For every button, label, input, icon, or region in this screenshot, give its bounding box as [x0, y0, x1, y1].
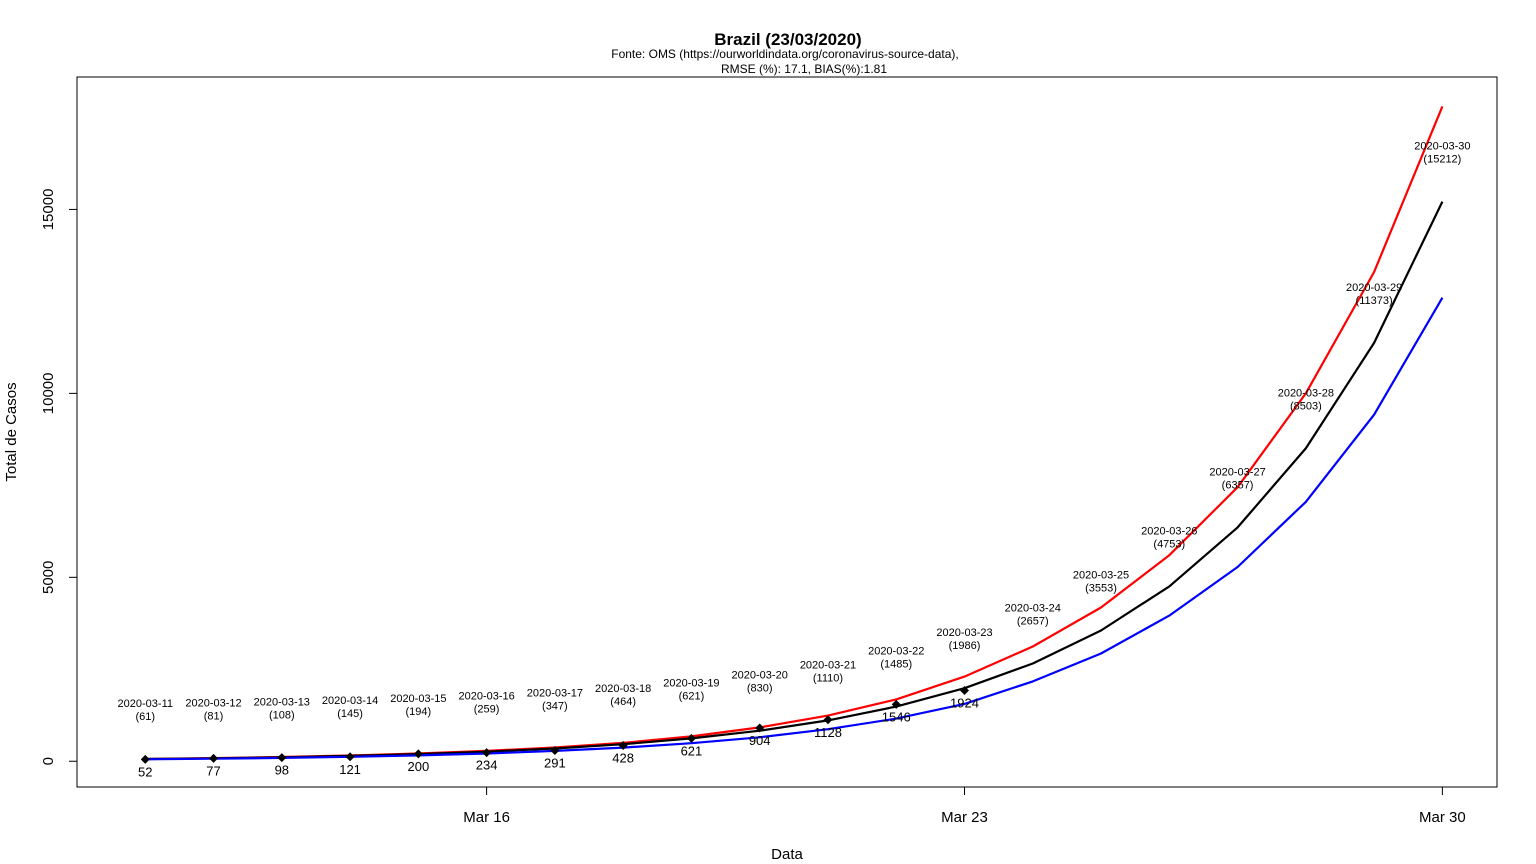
annotation-date: 2020-03-14 — [322, 695, 378, 707]
y-tick-label: 10000 — [40, 373, 57, 415]
annotation-value: (2657) — [1017, 616, 1049, 628]
observed-label: 1924 — [950, 695, 979, 710]
annotation-value: (464) — [610, 696, 636, 708]
series-layer — [145, 106, 1442, 759]
annotation-value: (15212) — [1423, 154, 1461, 166]
annotation-date: 2020-03-23 — [936, 627, 992, 639]
x-axis: Mar 16 Mar 23 Mar 30 — [463, 787, 1465, 826]
observed-point — [482, 748, 491, 757]
annotation-value: (8503) — [1290, 400, 1322, 412]
annotation-value: (3553) — [1085, 583, 1117, 595]
x-tick-label: Mar 16 — [463, 809, 510, 826]
observed-point — [277, 753, 286, 762]
observed-label: 904 — [749, 733, 771, 748]
annotation-value: (4753) — [1153, 538, 1185, 550]
observed-point — [346, 752, 355, 761]
annotation-value: (11373) — [1356, 295, 1393, 307]
annotation-value: (621) — [679, 690, 705, 702]
annotation-date: 2020-03-29 — [1346, 282, 1402, 294]
annotation-value: (830) — [747, 683, 773, 695]
x-axis-label: Data — [771, 846, 803, 863]
observed-label: 428 — [612, 751, 634, 766]
annotation-date: 2020-03-26 — [1141, 525, 1197, 537]
annotation-date: 2020-03-27 — [1209, 466, 1265, 478]
annotation-value: (194) — [406, 706, 432, 718]
annotation-date: 2020-03-13 — [254, 696, 310, 708]
y-axis-label: Total de Casos — [3, 382, 20, 481]
observed-label: 1128 — [814, 725, 842, 740]
annotation-date: 2020-03-25 — [1073, 570, 1129, 582]
annotation-value: (145) — [337, 708, 363, 720]
observed-label: 1546 — [882, 709, 911, 724]
annotation-date: 2020-03-30 — [1414, 141, 1470, 153]
series-line-0 — [145, 106, 1442, 759]
annotation-value: (61) — [135, 711, 155, 723]
annotation-date: 2020-03-22 — [868, 646, 924, 658]
y-tick-label: 15000 — [40, 189, 57, 231]
series-line-2 — [145, 298, 1442, 760]
annotation-value: (6357) — [1222, 479, 1254, 491]
annotation-date: 2020-03-12 — [185, 697, 241, 709]
annotation-date: 2020-03-21 — [800, 659, 856, 671]
annotation-value: (1110) — [813, 672, 843, 684]
x-tick-label: Mar 30 — [1419, 809, 1466, 826]
observed-point — [414, 749, 423, 758]
observed-label: 621 — [681, 743, 703, 758]
annotation-value: (1485) — [880, 659, 912, 671]
annotation-date: 2020-03-17 — [527, 687, 583, 699]
annotation-date: 2020-03-18 — [595, 683, 651, 695]
x-tick-label: Mar 23 — [941, 809, 988, 826]
chart-subtitle-line-1: Fonte: OMS (https://ourworldindata.org/c… — [611, 47, 958, 61]
observed-label: 52 — [138, 764, 152, 779]
annotation-layer: 2020-03-11(61)2020-03-12(81)2020-03-13(1… — [118, 141, 1471, 723]
y-axis: 0 5000 10000 15000 — [40, 189, 77, 766]
annotation-date: 2020-03-28 — [1278, 387, 1334, 399]
annotation-date: 2020-03-11 — [118, 698, 173, 710]
annotation-date: 2020-03-15 — [390, 693, 446, 705]
observed-label: 77 — [206, 763, 220, 778]
observed-label: 200 — [407, 759, 429, 774]
annotation-date: 2020-03-24 — [1005, 603, 1061, 615]
annotation-value: (108) — [269, 709, 295, 721]
annotation-date: 2020-03-20 — [732, 670, 788, 682]
y-tick-label: 5000 — [40, 561, 57, 594]
observed-point — [141, 755, 150, 764]
annotation-value: (81) — [204, 710, 224, 722]
annotation-value: (347) — [542, 700, 568, 712]
observed-label: 121 — [339, 762, 361, 777]
annotation-value: (1986) — [949, 640, 981, 652]
annotation-value: (259) — [474, 704, 500, 716]
annotation-date: 2020-03-16 — [458, 691, 514, 703]
chart-subtitle-line-2: RMSE (%): 17.1, BIAS(%):1.81 — [721, 62, 887, 76]
observed-label: 234 — [476, 758, 498, 773]
observed-label: 291 — [544, 756, 566, 771]
observed-point — [209, 754, 218, 763]
y-tick-label: 0 — [40, 757, 57, 765]
observed-label: 98 — [275, 763, 289, 778]
annotation-date: 2020-03-19 — [663, 677, 719, 689]
